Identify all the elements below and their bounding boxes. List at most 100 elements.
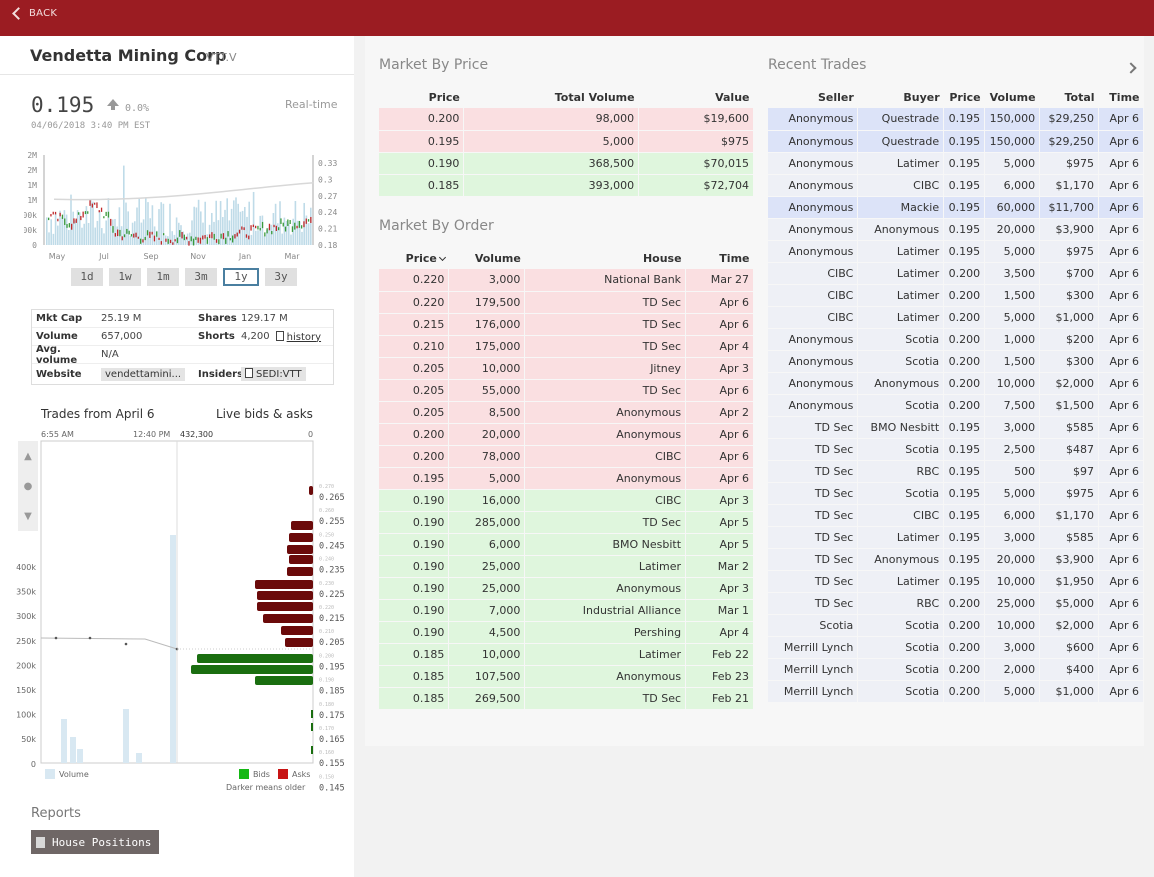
table-cell-volume: 5,000	[984, 306, 1041, 329]
volume-bar	[131, 222, 134, 245]
table-row[interactable]: TD Sec CIBC 0.195 6,000 $1,170 Apr 6	[768, 504, 1144, 527]
y-tick-label-left: 800k	[24, 211, 37, 220]
table-row[interactable]: 0.190 4,500 Pershing Apr 4	[379, 621, 754, 644]
table-row[interactable]: TD Sec Scotia 0.195 2,500 $487 Apr 6	[768, 438, 1144, 461]
table-cell-house: Anonymous	[524, 665, 687, 688]
table-row[interactable]: Anonymous Latimer 0.195 5,000 $975 Apr 6	[768, 240, 1144, 263]
table-cell-seller: Anonymous	[768, 108, 859, 131]
table-row[interactable]: Anonymous Questrade 0.195 150,000 $29,250 Apr…	[768, 130, 1144, 153]
table-row[interactable]: TD Sec Scotia 0.195 5,000 $975 Apr 6	[768, 482, 1144, 505]
table-row[interactable]: Anonymous Scotia 0.200 1,500 $300 Apr 6	[768, 350, 1144, 373]
table-row[interactable]: 0.190 25,000 Latimer Mar 2	[379, 555, 754, 578]
column-header[interactable]: Buyer	[857, 86, 944, 108]
column-header[interactable]: Price	[379, 247, 449, 269]
column-header[interactable]: Seller	[768, 86, 858, 108]
column-header[interactable]: House	[524, 247, 686, 269]
range-button-3m[interactable]: 3m	[185, 268, 217, 286]
table-row[interactable]: TD Sec RBC 0.200 25,000 $5,000 Apr 6	[768, 592, 1144, 615]
table-row[interactable]: Anonymous Anonymous 0.195 20,000 $3,900 Apr 6	[768, 218, 1144, 241]
table-cell-volume: 6,000	[448, 533, 526, 556]
price-candle	[190, 236, 192, 242]
column-header[interactable]: Volume	[984, 86, 1040, 108]
range-button-1w[interactable]: 1w	[109, 268, 141, 286]
table-row[interactable]: Anonymous Latimer 0.195 5,000 $975 Apr 6	[768, 152, 1144, 175]
volume-tick-label: 50k	[21, 735, 36, 744]
table-row[interactable]: 0.200 78,000 CIBC Apr 6	[379, 445, 754, 468]
table-row[interactable]: Anonymous Mackie 0.195 60,000 $11,700 Apr 6	[768, 196, 1144, 219]
table-row[interactable]: 0.190 16,000 CIBC Apr 3	[379, 489, 754, 512]
table-row[interactable]: 0.220 179,500 TD Sec Apr 6	[379, 291, 754, 314]
table-row[interactable]: 0.195 5,000 $975	[379, 130, 754, 153]
table-cell-price: 0.195	[943, 548, 986, 571]
table-row[interactable]: 0.185 393,000 $72,704	[379, 174, 754, 197]
insiders-link[interactable]: SEDI:VTT	[241, 367, 306, 381]
table-row[interactable]: CIBC Latimer 0.200 3,500 $700 Apr 6	[768, 262, 1144, 285]
back-button[interactable]: BACK	[12, 7, 57, 20]
price-candle	[133, 233, 135, 238]
table-row[interactable]: 0.190 285,000 TD Sec Apr 5	[379, 511, 754, 534]
scroll-up-icon[interactable]: ▲	[24, 450, 32, 462]
table-row[interactable]: Anonymous Scotia 0.200 7,500 $1,500 Apr 6	[768, 394, 1144, 417]
table-cell-house: TD Sec	[524, 291, 687, 314]
table-cell-value: $72,704	[638, 174, 754, 197]
trade-point	[124, 642, 128, 646]
volume-legend-label: Volume	[59, 769, 89, 779]
table-row[interactable]: TD Sec BMO Nesbitt 0.195 3,000 $585 Apr 6	[768, 416, 1144, 439]
table-row[interactable]: 0.190 6,000 BMO Nesbitt Apr 5	[379, 533, 754, 556]
table-row[interactable]: 0.205 10,000 Jitney Apr 3	[379, 357, 754, 380]
table-row[interactable]: Anonymous CIBC 0.195 6,000 $1,170 Apr 6	[768, 174, 1144, 197]
scroll-down-icon[interactable]: ▼	[24, 510, 32, 522]
price-candle	[169, 239, 172, 244]
table-row[interactable]: Anonymous Anonymous 0.200 10,000 $2,000 Apr 6	[768, 372, 1144, 395]
table-row[interactable]: 0.200 20,000 Anonymous Apr 6	[379, 423, 754, 446]
table-row[interactable]: 0.190 25,000 Anonymous Apr 3	[379, 577, 754, 600]
table-row[interactable]: TD Sec Latimer 0.195 10,000 $1,950 Apr 6	[768, 570, 1144, 593]
table-row[interactable]: 0.185 107,500 Anonymous Feb 23	[379, 665, 754, 688]
price-candle	[236, 232, 238, 237]
table-row[interactable]: 0.220 3,000 National Bank Mar 27	[379, 269, 754, 292]
table-row[interactable]: 0.190 368,500 $70,015	[379, 152, 754, 175]
table-row[interactable]: Anonymous Scotia 0.200 1,000 $200 Apr 6	[768, 328, 1144, 351]
column-header[interactable]: Time	[1098, 86, 1144, 108]
column-header[interactable]: Time	[685, 247, 754, 269]
table-row[interactable]: CIBC Latimer 0.200 5,000 $1,000 Apr 6	[768, 306, 1144, 329]
table-row[interactable]: 0.205 8,500 Anonymous Apr 2	[379, 401, 754, 424]
table-row[interactable]: Anonymous Questrade 0.195 150,000 $29,250 Apr…	[768, 108, 1144, 131]
column-header[interactable]: Value	[638, 86, 754, 108]
website-link[interactable]: vendettamini...	[101, 367, 186, 381]
volume-label: Volume	[36, 331, 78, 342]
volume-bar	[147, 202, 149, 245]
house-positions-button[interactable]: House Positions	[31, 830, 160, 854]
column-header[interactable]: Volume	[448, 247, 525, 269]
table-row[interactable]: Merrill Lynch Scotia 0.200 3,000 $600 Apr 6	[768, 636, 1144, 659]
table-row[interactable]: 0.210 175,000 TD Sec Apr 4	[379, 335, 754, 358]
table-row[interactable]: Scotia Scotia 0.200 10,000 $2,000 Apr 6	[768, 614, 1144, 637]
table-row[interactable]: 0.205 55,000 TD Sec Apr 6	[379, 379, 754, 402]
table-row[interactable]: TD Sec RBC 0.195 500 $97 Apr 6	[768, 460, 1144, 483]
range-button-3y[interactable]: 3y	[265, 268, 297, 286]
table-row[interactable]: 0.200 98,000 $19,600	[379, 108, 754, 131]
range-button-1d[interactable]: 1d	[71, 268, 103, 286]
table-row[interactable]: Merrill Lynch Scotia 0.200 2,000 $400 Apr 6	[768, 658, 1144, 681]
column-header[interactable]: Total	[1039, 86, 1099, 108]
table-cell-total: $29,250	[1039, 130, 1100, 153]
bid-bar	[311, 710, 313, 718]
table-row[interactable]: 0.185 10,000 Latimer Feb 22	[379, 643, 754, 666]
column-header[interactable]: Total Volume	[463, 86, 639, 108]
column-header[interactable]: Price	[943, 86, 985, 108]
volume-bar	[195, 207, 198, 245]
volume-bar	[123, 165, 125, 245]
table-row[interactable]: TD Sec Latimer 0.195 3,000 $585 Apr 6	[768, 526, 1144, 549]
range-button-1y[interactable]: 1y	[223, 268, 259, 286]
table-row[interactable]: 0.190 7,000 Industrial Alliance Mar 1	[379, 599, 754, 622]
range-button-1m[interactable]: 1m	[147, 268, 179, 286]
table-row[interactable]: TD Sec Anonymous 0.195 20,000 $3,900 Apr 6	[768, 548, 1144, 571]
table-row[interactable]: 0.195 5,000 Anonymous Apr 6	[379, 467, 754, 490]
scroll-center-icon[interactable]: ●	[23, 480, 33, 492]
column-header[interactable]: Price	[379, 86, 464, 108]
table-row[interactable]: 0.215 176,000 TD Sec Apr 6	[379, 313, 754, 336]
history-link[interactable]: history	[275, 330, 321, 343]
table-row[interactable]: CIBC Latimer 0.200 1,500 $300 Apr 6	[768, 284, 1144, 307]
table-row[interactable]: Merrill Lynch Scotia 0.200 5,000 $1,000 Apr 6	[768, 680, 1144, 703]
table-row[interactable]: 0.185 269,500 TD Sec Feb 21	[379, 687, 754, 710]
